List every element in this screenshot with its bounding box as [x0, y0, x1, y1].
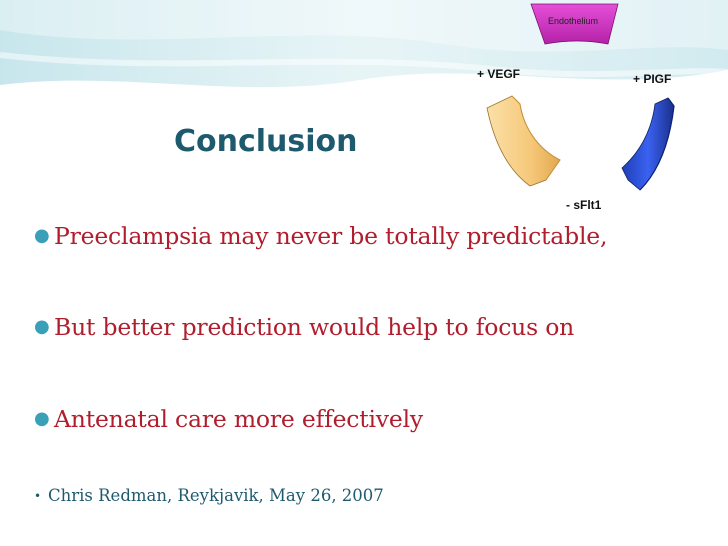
slide-title: Conclusion	[174, 124, 358, 159]
sflt1-label: - sFlt1	[566, 198, 602, 212]
bullet-text: Antenatal care more effectively	[54, 405, 423, 433]
small-bullet-icon: •	[34, 488, 42, 503]
bullet-dot-icon: ●	[34, 225, 50, 246]
vegf-shape	[486, 95, 561, 187]
bullet-item: ● Preeclampsia may never be totally pred…	[34, 222, 607, 250]
bullet-dot-icon: ●	[34, 316, 50, 337]
citation: • Chris Redman, Reykjavik, May 26, 2007	[34, 486, 384, 505]
bullet-item: ● But better prediction would help to fo…	[34, 313, 574, 341]
endothelium-shape	[530, 3, 619, 45]
endothelium-diagram	[486, 3, 675, 191]
citation-text: Chris Redman, Reykjavik, May 26, 2007	[48, 486, 384, 505]
bullet-text: Preeclampsia may never be totally predic…	[54, 222, 608, 250]
pigf-label: + PIGF	[633, 72, 672, 86]
bullet-text: But better prediction would help to focu…	[54, 313, 575, 341]
endothelium-label: Endothelium	[548, 16, 599, 26]
bullet-dot-icon: ●	[34, 408, 50, 429]
vegf-label: + VEGF	[477, 67, 521, 81]
bullet-item: ● Antenatal care more effectively	[34, 405, 423, 433]
